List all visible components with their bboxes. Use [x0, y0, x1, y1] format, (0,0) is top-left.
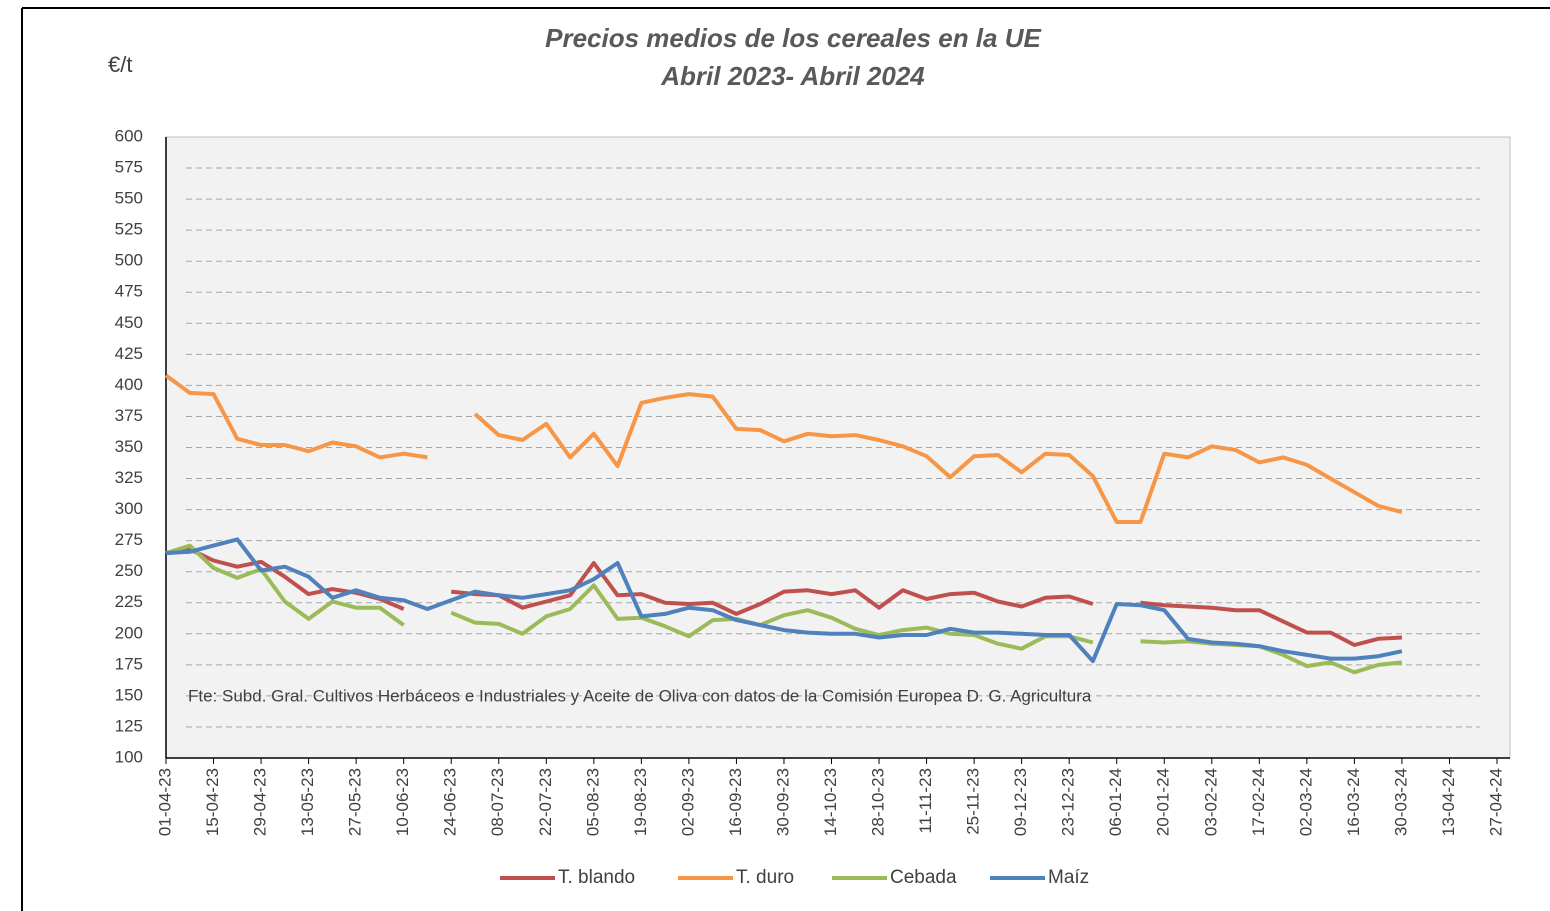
- x-tick-label: 02-09-23: [678, 768, 697, 836]
- x-tick-label: 11-11-23: [916, 768, 935, 834]
- x-tick-label: 16-09-23: [726, 768, 745, 836]
- x-tick-label: 22-07-23: [536, 768, 555, 836]
- series-line: [164, 373, 1403, 524]
- series-line: [165, 537, 1403, 664]
- y-tick-label: 500: [115, 251, 143, 270]
- y-tick-label: 125: [115, 716, 143, 735]
- y-tick-label: 175: [115, 654, 143, 673]
- x-tick-label: 16-03-24: [1344, 768, 1363, 836]
- x-tick-label: 29-04-23: [251, 768, 270, 836]
- chart-title: Precios medios de los cereales en la UE: [545, 23, 1041, 53]
- y-tick-label: 425: [115, 344, 143, 363]
- x-tick-label: 25-11-23: [964, 768, 983, 835]
- x-tick-label: 15-04-23: [203, 768, 222, 836]
- legend-label: Maíz: [1048, 867, 1089, 888]
- x-tick-label: 13-04-24: [1439, 768, 1458, 836]
- x-tick-label: 28-10-23: [869, 768, 888, 836]
- y-tick-label: 550: [115, 189, 143, 208]
- y-tick-label: 275: [115, 530, 143, 549]
- x-tick-label: 27-05-23: [346, 768, 365, 836]
- x-tick-label: 30-09-23: [773, 768, 792, 836]
- x-tick-label: 17-02-24: [1249, 768, 1268, 836]
- y-tick-label: 575: [115, 158, 143, 177]
- x-tick-label: 24-06-23: [441, 768, 460, 836]
- x-tick-label: 08-07-23: [488, 768, 507, 836]
- x-tick-label: 20-01-24: [1154, 768, 1173, 836]
- y-tick-label: 225: [115, 592, 143, 611]
- y-tick-label: 150: [115, 685, 143, 704]
- y-tick-label: 100: [115, 747, 143, 766]
- x-tick-label: 06-01-24: [1106, 768, 1125, 836]
- y-tick-label: 350: [115, 437, 143, 456]
- x-tick-label: 13-05-23: [298, 768, 317, 836]
- legend-label: T. duro: [736, 867, 794, 888]
- x-tick-label: 23-12-23: [1059, 768, 1078, 836]
- annotation: Fte: Subd. Gral. Cultivos Herbáceos e In…: [188, 686, 1092, 705]
- y-tick-label: 250: [115, 561, 143, 580]
- x-tick-label: 01-04-23: [155, 768, 174, 836]
- legend-label: T. blando: [558, 867, 635, 888]
- chart-subtitle: Abril 2023- Abril 2024: [660, 61, 925, 91]
- y-tick-label: 450: [115, 313, 143, 332]
- y-tick-label: 400: [115, 375, 143, 394]
- y-tick-label: 475: [115, 282, 143, 301]
- x-tick-label: 02-03-24: [1296, 768, 1315, 836]
- x-tick-label: 19-08-23: [631, 768, 650, 836]
- y-axis-label: €/t: [108, 52, 132, 77]
- y-tick-label: 375: [115, 406, 143, 425]
- x-tick-label: 09-12-23: [1011, 768, 1030, 836]
- y-tick-label: 525: [115, 220, 143, 239]
- x-tick-label: 05-08-23: [583, 768, 602, 836]
- y-tick-label: 300: [115, 499, 143, 518]
- x-tick-label: 30-03-24: [1391, 768, 1410, 836]
- x-tick-label: 14-10-23: [821, 768, 840, 836]
- x-tick-label: 27-04-24: [1486, 768, 1505, 836]
- y-tick-label: 325: [115, 468, 143, 487]
- x-tick-label: 03-02-24: [1201, 768, 1220, 836]
- y-tick-label: 600: [115, 126, 143, 145]
- x-tick-label: 10-06-23: [393, 768, 412, 836]
- legend-label: Cebada: [890, 867, 957, 888]
- y-tick-label: 200: [115, 623, 143, 642]
